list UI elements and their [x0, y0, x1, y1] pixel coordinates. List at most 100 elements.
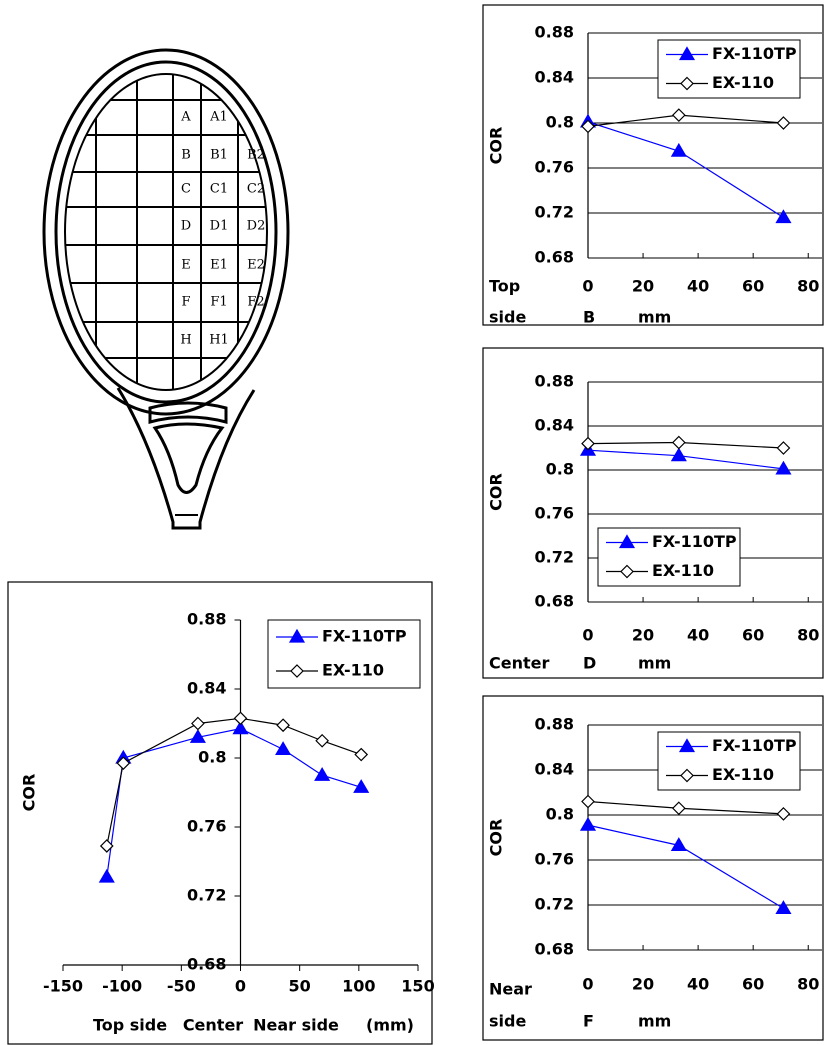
y-tick-label: 0.84 [187, 679, 226, 698]
legend-marker [288, 628, 306, 643]
x-axis-title: Center [183, 1016, 243, 1035]
cell-label: A [180, 110, 191, 125]
x-tick-label: 60 [742, 975, 764, 994]
y-tick-label: 0.88 [187, 610, 226, 629]
cell-label: E2 [247, 258, 265, 273]
legend-box [267, 619, 421, 689]
x-axis-title: Near side [253, 1016, 339, 1035]
legend-label: FX-110TP [652, 532, 737, 551]
data-point [776, 441, 791, 455]
data-point [99, 839, 114, 853]
x-axis-title: (mm) [366, 1016, 414, 1035]
y-tick-label: 0.8 [546, 113, 574, 132]
data-point [116, 756, 131, 771]
data-point [775, 900, 792, 914]
data-point [670, 142, 687, 157]
racket-frame [42, 48, 290, 416]
cell-label: B2 [247, 148, 265, 163]
data-point [670, 837, 687, 851]
y-tick-label: 0.8 [546, 805, 574, 824]
y-tick-label: 0.68 [187, 955, 226, 974]
x-tick-label: 0 [582, 626, 593, 645]
data-point [98, 868, 115, 883]
cell-label: F2 [247, 295, 264, 310]
racket-diagram [42, 48, 290, 530]
series-line [587, 824, 784, 909]
data-point [775, 209, 792, 224]
y-tick-label: 0.76 [535, 504, 574, 523]
position-label: B [583, 308, 595, 327]
data-point [189, 729, 206, 743]
cell-label: B [181, 148, 191, 163]
unit-label: mm [638, 654, 671, 673]
data-point [191, 716, 205, 731]
chart-frame [482, 347, 824, 679]
data-point [776, 807, 791, 821]
y-tick-label: 0.72 [535, 895, 574, 914]
series-line [106, 728, 362, 878]
legend-label: EX-110 [322, 661, 384, 680]
data-point [232, 720, 249, 735]
x-tick-label: 20 [632, 626, 654, 645]
x-tick-label: 0 [582, 975, 593, 994]
x-tick-label: 100 [342, 977, 375, 996]
x-tick-label: -50 [167, 977, 196, 996]
legend-label: EX-110 [652, 561, 714, 580]
data-point [581, 794, 595, 809]
cell-label: F1 [210, 295, 227, 310]
y-axis-title: COR [487, 473, 506, 511]
cell-label: B1 [210, 148, 228, 163]
data-point [354, 747, 369, 762]
position-label: D [583, 654, 596, 673]
row-label: side [489, 1012, 526, 1031]
cell-label: C2 [247, 182, 265, 197]
legend-marker [620, 564, 634, 579]
cell-label: D [181, 219, 191, 234]
x-tick-label: 60 [742, 626, 764, 645]
cell-label: A1 [209, 110, 228, 125]
y-tick-label: 0.68 [535, 940, 574, 959]
legend-box [657, 39, 801, 99]
data-point [276, 718, 290, 733]
series-line [587, 114, 784, 127]
y-tick-label: 0.8 [198, 748, 226, 767]
cell-label: D2 [247, 219, 266, 234]
data-point [670, 447, 687, 462]
chart-frame [482, 4, 824, 326]
cell-label: D1 [210, 219, 229, 234]
legend-label: EX-110 [712, 73, 774, 92]
racket-frame-inner [54, 60, 278, 404]
x-tick-label: 80 [797, 626, 819, 645]
legend-box [657, 731, 801, 791]
row-label: Center [489, 654, 549, 673]
x-tick-label: 20 [632, 975, 654, 994]
chart-frame [482, 695, 824, 1041]
position-label: F [583, 1012, 594, 1031]
series-line [587, 800, 784, 815]
legend-marker [678, 738, 696, 753]
y-tick-label: 0.72 [187, 886, 226, 905]
cell-label: C1 [210, 182, 228, 197]
x-tick-label: -100 [102, 977, 142, 996]
y-axis-title: COR [487, 127, 506, 165]
legend-marker [678, 46, 696, 61]
data-point [579, 816, 597, 831]
data-point [776, 116, 791, 130]
legend-marker [680, 76, 694, 91]
row-label: side [489, 308, 526, 327]
x-tick-label: -150 [43, 977, 83, 996]
y-tick-label: 0.76 [535, 850, 574, 869]
y-tick-label: 0.84 [535, 416, 574, 435]
y-tick-label: 0.88 [535, 372, 574, 391]
data-point [275, 741, 292, 755]
data-point [671, 801, 686, 816]
data-point [581, 119, 595, 134]
chart-frame [7, 581, 433, 1045]
y-tick-label: 0.8 [546, 460, 574, 479]
throat-opening [152, 422, 225, 494]
y-tick-label: 0.76 [187, 817, 226, 836]
y-axis-title: COR [20, 774, 39, 812]
x-tick-label: 50 [289, 977, 311, 996]
y-tick-label: 0.68 [535, 248, 574, 267]
